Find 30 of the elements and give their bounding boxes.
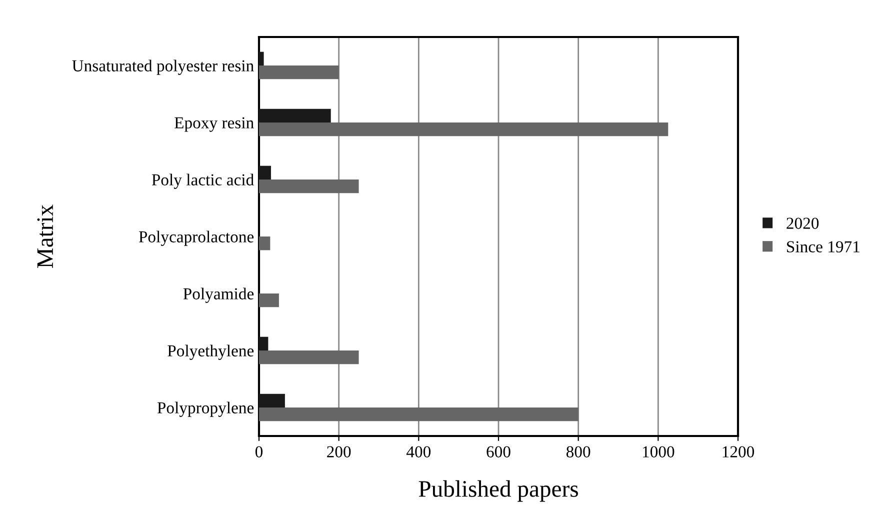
bar xyxy=(259,66,339,80)
y-tick-label: Polyamide xyxy=(183,288,254,303)
legend-label: 2020 xyxy=(786,218,819,229)
bar xyxy=(259,294,279,308)
x-tick-label: 0 xyxy=(255,446,263,458)
bar xyxy=(259,336,268,350)
y-axis-title: Matrix xyxy=(37,204,54,268)
bar xyxy=(259,236,270,250)
y-tick-label: Epoxy resin xyxy=(174,117,254,132)
x-tick-label: 1000 xyxy=(642,446,674,458)
y-tick-label: Polyethylene xyxy=(168,344,254,360)
x-tick-label: 200 xyxy=(327,446,351,458)
bar xyxy=(259,166,271,180)
bar xyxy=(259,394,285,408)
y-tick-label: Poly lactic acid xyxy=(152,174,254,189)
x-axis-title: Published papers xyxy=(418,480,578,502)
bar xyxy=(259,180,359,194)
bar xyxy=(259,350,359,364)
legend-label: Since 1971 xyxy=(787,241,860,252)
x-tick-label: 600 xyxy=(486,446,510,458)
bar xyxy=(259,52,264,66)
y-tick-label: Unsaturated polyester resin xyxy=(72,60,254,75)
bar xyxy=(259,408,578,422)
x-tick-label: 800 xyxy=(566,446,590,458)
y-tick-label: Polypropylene xyxy=(157,402,254,417)
bar xyxy=(259,108,331,122)
y-tick-label: Polycaprolactone xyxy=(138,230,254,246)
x-tick-label: 400 xyxy=(406,446,431,458)
bar xyxy=(259,122,668,136)
x-tick-label: 1200 xyxy=(722,446,754,458)
